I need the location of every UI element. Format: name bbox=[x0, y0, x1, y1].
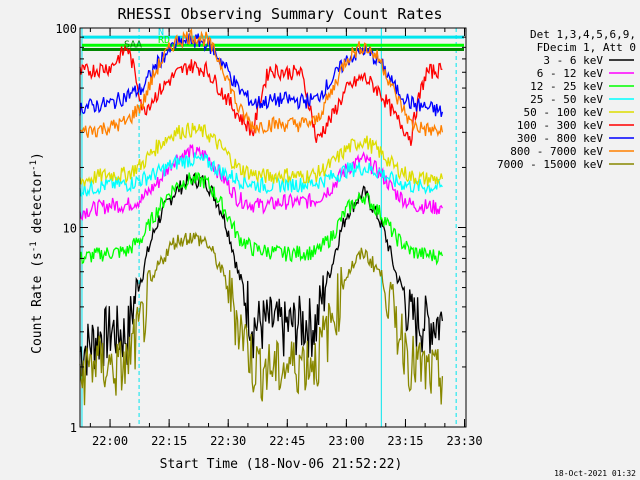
legend-entry-label: 12 - 25 keV bbox=[530, 80, 603, 93]
y-axis-label-mid: detector bbox=[30, 171, 45, 242]
legend-entry-label: 7000 - 15000 keV bbox=[497, 158, 603, 171]
x-tick-label: 23:00 bbox=[328, 434, 364, 448]
x-tick-label: 22:45 bbox=[269, 434, 305, 448]
x-tick-label: 22:15 bbox=[151, 434, 187, 448]
legend-entry-label: 50 - 100 keV bbox=[524, 106, 604, 119]
legend-entry-label: 25 - 50 keV bbox=[530, 93, 603, 106]
series-line bbox=[79, 172, 444, 377]
series-line bbox=[79, 44, 443, 146]
chart-title: RHESSI Observing Summary Count Rates bbox=[117, 5, 442, 23]
series-line bbox=[79, 122, 444, 187]
flag-label: SAA bbox=[124, 40, 142, 51]
y-tick-label: 10 bbox=[63, 222, 77, 236]
x-axis-label: Start Time (18-Nov-06 21:52:22) bbox=[160, 457, 403, 472]
legend-entry-label: 3 - 6 keV bbox=[543, 54, 603, 67]
legend-entry-label: 6 - 12 keV bbox=[537, 67, 604, 80]
x-tick-label: 23:15 bbox=[387, 434, 423, 448]
flag-label: RD bbox=[158, 35, 170, 46]
axes: 1 10 100 22:00 22:15 22:30 22:45 23:00 23:15 23:3… bbox=[55, 22, 482, 448]
series-line bbox=[79, 152, 443, 197]
y-axis-label-main: Count Rate (s bbox=[30, 252, 45, 354]
footer-timestamp: 18-Oct-2021 01:32 bbox=[554, 469, 636, 478]
y-axis-label-sup2: -1 bbox=[29, 160, 39, 171]
y-tick-label: 100 bbox=[55, 22, 77, 36]
y-tick-label: 1 bbox=[70, 421, 77, 435]
legend-header: Det 1,3,4,5,6,9, bbox=[530, 28, 636, 41]
x-tick-label: 22:00 bbox=[92, 434, 128, 448]
legend-entry-label: 100 - 300 keV bbox=[517, 119, 603, 132]
y-axis-label: Count Rate (s-1 detector-1) bbox=[29, 152, 45, 354]
flag-label: N bbox=[158, 27, 164, 38]
x-tick-label: 23:30 bbox=[446, 434, 482, 448]
legend: Det 1,3,4,5,6,9,FDecim 1, Att 03 - 6 keV… bbox=[497, 28, 636, 171]
series-line bbox=[79, 171, 444, 266]
series-line bbox=[79, 28, 444, 138]
plot-area: NRD SAA bbox=[79, 27, 464, 427]
y-axis-label-sup: -1 bbox=[29, 241, 39, 252]
series-line bbox=[79, 231, 444, 406]
legend-entry-label: 300 - 800 keV bbox=[517, 132, 603, 145]
y-axis-label-end: ) bbox=[30, 152, 45, 160]
legend-header: FDecim 1, Att 0 bbox=[537, 41, 636, 54]
legend-entry-label: 800 - 7000 keV bbox=[510, 145, 603, 158]
x-tick-label: 22:30 bbox=[210, 434, 246, 448]
